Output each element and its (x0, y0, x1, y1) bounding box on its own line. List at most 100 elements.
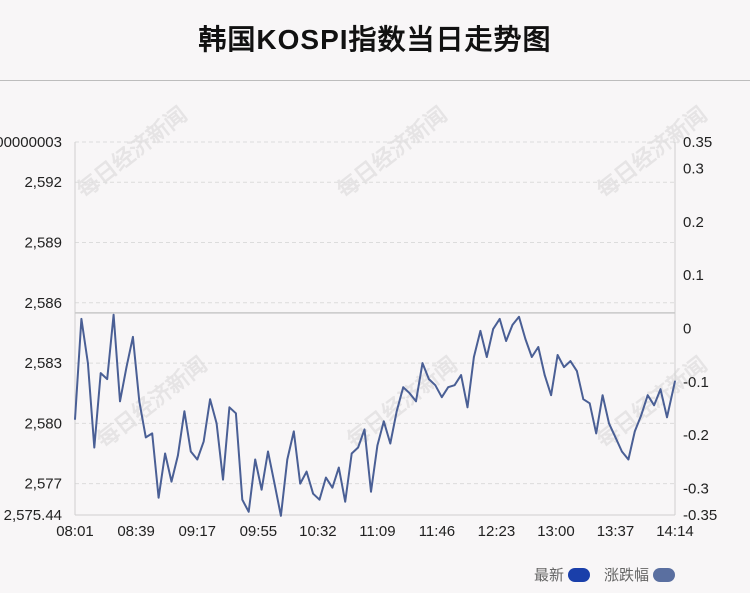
y-right-tick-label: 0 (683, 321, 691, 338)
legend-change-label: 涨跌幅 (604, 567, 650, 584)
data-point (441, 396, 443, 399)
data-point (370, 490, 372, 493)
legend: 最新 涨跌幅 (534, 564, 676, 585)
data-point (376, 444, 379, 447)
data-point (363, 428, 366, 431)
data-point (466, 406, 469, 409)
data-point (402, 386, 405, 389)
data-point (87, 362, 89, 364)
data-point (132, 336, 134, 338)
data-point (119, 400, 121, 403)
legend-change-swatch (653, 567, 676, 582)
data-point (608, 422, 610, 425)
data-point (646, 394, 649, 397)
data-point (453, 384, 456, 387)
y-left-tick-label: 2,580 (24, 415, 62, 432)
y-left-tick-label: 2,575.44 (4, 507, 62, 524)
data-point (408, 392, 411, 395)
data-point (627, 458, 630, 461)
x-tick-label: 12:23 (478, 523, 516, 540)
x-tick-label: 14:14 (656, 523, 694, 540)
y-left-tick-label: 2,592 (24, 174, 62, 191)
data-point (537, 346, 540, 348)
data-point (357, 446, 359, 449)
data-point (421, 362, 424, 364)
data-point (99, 372, 102, 374)
data-point (267, 450, 269, 453)
data-point (674, 380, 676, 383)
data-point (666, 416, 668, 419)
y-right-tick-label: 0.35 (683, 134, 712, 151)
data-point (486, 356, 488, 358)
data-point (138, 400, 141, 403)
data-point (473, 356, 475, 358)
data-point (325, 476, 327, 479)
data-point (215, 422, 218, 425)
data-point (344, 500, 347, 503)
legend-latest-swatch (568, 567, 591, 582)
y-right-tick-label: 0.1 (683, 267, 704, 284)
data-point (383, 420, 385, 423)
data-point (305, 470, 308, 473)
data-point (505, 340, 507, 342)
x-tick-label: 09:55 (240, 523, 278, 540)
y-left-tick-label: 2,583 (24, 355, 62, 372)
data-point (183, 410, 186, 413)
data-point (659, 388, 662, 391)
data-point (511, 324, 514, 326)
data-point (228, 406, 231, 409)
data-point (222, 478, 224, 481)
x-tick-label: 08:01 (56, 523, 94, 540)
data-point (563, 366, 565, 368)
data-point (241, 498, 244, 501)
data-point (112, 314, 115, 316)
data-point (588, 402, 591, 405)
legend-latest-label: 最新 (534, 567, 565, 584)
data-point (196, 458, 199, 461)
data-point (543, 374, 546, 376)
y-right-tick-label: -0.1 (683, 374, 709, 391)
data-point (460, 374, 462, 376)
data-point (312, 492, 314, 495)
data-point (550, 394, 552, 397)
x-tick-label: 10:32 (299, 523, 337, 540)
x-tick-label: 09:17 (178, 523, 216, 540)
y-right-tick-label: -0.3 (683, 480, 709, 497)
y-right-tick-label: 0.3 (683, 161, 704, 178)
data-point (157, 496, 160, 499)
data-point (621, 450, 623, 453)
data-point (614, 436, 617, 439)
data-point (395, 410, 398, 413)
data-point (338, 466, 340, 469)
data-point (428, 378, 430, 380)
data-point (595, 432, 597, 435)
data-point (151, 432, 153, 435)
data-point (582, 398, 585, 401)
y-right-tick-label: -0.2 (683, 427, 709, 444)
data-point (447, 386, 450, 389)
data-point (286, 458, 289, 461)
data-point (235, 412, 237, 415)
y-left-tick-label: 2,577 (24, 476, 62, 493)
data-point (190, 450, 192, 453)
x-tick-label: 11:09 (359, 523, 395, 540)
data-point (164, 452, 166, 455)
y-left-tick-label: 2,594.0000000003 (0, 134, 62, 151)
data-point (93, 446, 96, 449)
data-point (293, 430, 295, 433)
chart-title: 韩国KOSPI指数当日走势图 (198, 24, 552, 55)
series-line (74, 313, 676, 517)
data-point (280, 515, 282, 517)
y-right-tick-label: 0.2 (683, 214, 704, 231)
data-point (106, 378, 108, 380)
data-point (524, 338, 527, 340)
y-left-tick-label: 2,589 (24, 234, 62, 251)
data-point (145, 436, 147, 439)
data-point (209, 398, 211, 401)
data-point (576, 370, 578, 372)
data-point (260, 488, 263, 491)
x-tick-label: 13:37 (597, 523, 635, 540)
data-point (247, 511, 250, 513)
x-tick-label: 08:39 (117, 523, 155, 540)
data-point (498, 318, 501, 320)
